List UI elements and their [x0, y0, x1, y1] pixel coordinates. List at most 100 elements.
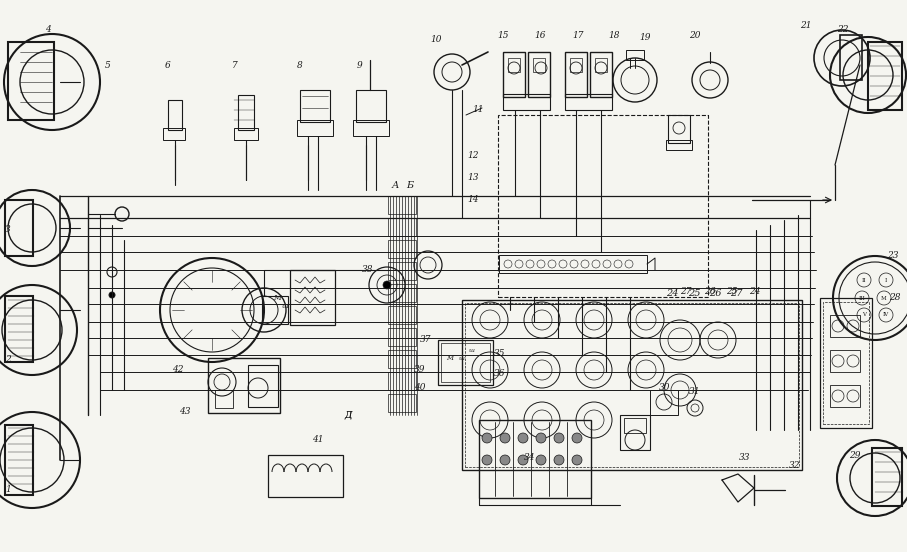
- Bar: [300, 90, 330, 122]
- Circle shape: [554, 455, 564, 465]
- Bar: [595, 58, 607, 72]
- Bar: [499, 255, 647, 273]
- Bar: [208, 358, 280, 413]
- Bar: [388, 394, 416, 412]
- Circle shape: [536, 433, 546, 443]
- Bar: [823, 302, 869, 424]
- Text: 2: 2: [5, 355, 11, 364]
- Text: Д: Д: [345, 411, 352, 420]
- Bar: [248, 365, 278, 407]
- Text: 28: 28: [889, 293, 901, 301]
- Text: 15: 15: [497, 30, 509, 40]
- Text: 13: 13: [467, 173, 479, 183]
- Bar: [268, 455, 343, 497]
- Text: М: М: [273, 294, 281, 302]
- Circle shape: [500, 455, 510, 465]
- Text: II: II: [862, 278, 866, 283]
- Text: 12: 12: [467, 151, 479, 160]
- Text: Б: Б: [406, 182, 414, 190]
- Text: 32: 32: [789, 460, 801, 470]
- Circle shape: [109, 292, 115, 298]
- Bar: [668, 115, 690, 143]
- Bar: [650, 390, 678, 415]
- Text: 16: 16: [534, 30, 546, 40]
- Text: 1: 1: [5, 486, 11, 495]
- Bar: [388, 240, 416, 258]
- Bar: [830, 315, 860, 337]
- Text: 23: 23: [887, 251, 899, 259]
- Text: 42: 42: [172, 365, 184, 374]
- Bar: [388, 306, 416, 324]
- Bar: [163, 128, 185, 140]
- Text: 26: 26: [704, 288, 716, 296]
- Text: 25: 25: [688, 289, 700, 298]
- Text: 26: 26: [708, 289, 721, 298]
- Text: 35: 35: [494, 349, 506, 358]
- Bar: [388, 350, 416, 368]
- Text: 9: 9: [357, 61, 363, 70]
- Text: 11: 11: [473, 105, 483, 114]
- Text: 25: 25: [727, 288, 737, 296]
- Circle shape: [518, 433, 528, 443]
- Bar: [626, 50, 644, 60]
- Bar: [570, 58, 582, 72]
- Bar: [5, 296, 33, 362]
- Text: 5: 5: [105, 61, 111, 70]
- Text: М: М: [446, 354, 454, 362]
- Bar: [215, 390, 233, 408]
- Bar: [868, 42, 902, 110]
- Circle shape: [554, 433, 564, 443]
- Text: 33: 33: [739, 454, 751, 463]
- Text: ш: ш: [469, 348, 475, 353]
- Bar: [590, 52, 612, 97]
- Text: 36: 36: [494, 369, 506, 379]
- Bar: [503, 52, 525, 97]
- Text: ш: ш: [282, 302, 288, 310]
- Bar: [353, 120, 389, 136]
- Text: 39: 39: [414, 365, 425, 374]
- Text: 38: 38: [362, 266, 374, 274]
- Text: 21: 21: [800, 20, 812, 29]
- Text: 20: 20: [689, 30, 701, 40]
- Bar: [356, 90, 386, 122]
- Text: 43: 43: [180, 407, 190, 417]
- Text: 7: 7: [232, 61, 238, 70]
- Bar: [388, 372, 416, 390]
- Text: 30: 30: [659, 384, 671, 392]
- Bar: [465, 303, 799, 467]
- Bar: [528, 52, 550, 97]
- Circle shape: [536, 455, 546, 465]
- Text: III: III: [859, 295, 865, 300]
- Bar: [297, 120, 333, 136]
- Bar: [666, 140, 692, 150]
- Bar: [498, 115, 708, 297]
- Bar: [388, 262, 416, 280]
- Bar: [234, 128, 258, 140]
- Text: 27: 27: [730, 289, 742, 298]
- Text: 8: 8: [297, 61, 303, 70]
- Circle shape: [572, 433, 582, 443]
- Bar: [872, 448, 902, 506]
- Bar: [840, 35, 862, 80]
- Bar: [168, 100, 182, 130]
- Circle shape: [500, 433, 510, 443]
- Text: 22: 22: [837, 25, 849, 34]
- Bar: [620, 415, 650, 450]
- Text: 18: 18: [609, 30, 619, 40]
- Text: 31: 31: [689, 388, 701, 396]
- Text: 41: 41: [312, 436, 324, 444]
- Text: 29: 29: [849, 450, 861, 459]
- Text: 34: 34: [524, 454, 536, 463]
- Circle shape: [482, 433, 492, 443]
- Circle shape: [518, 455, 528, 465]
- Bar: [508, 58, 520, 72]
- Circle shape: [383, 281, 391, 289]
- Bar: [388, 284, 416, 302]
- Text: А: А: [391, 182, 399, 190]
- Text: 4: 4: [45, 25, 51, 34]
- Text: 17: 17: [572, 30, 584, 40]
- Bar: [438, 340, 493, 385]
- Bar: [462, 300, 802, 470]
- Text: 14: 14: [467, 195, 479, 204]
- Bar: [8, 42, 54, 120]
